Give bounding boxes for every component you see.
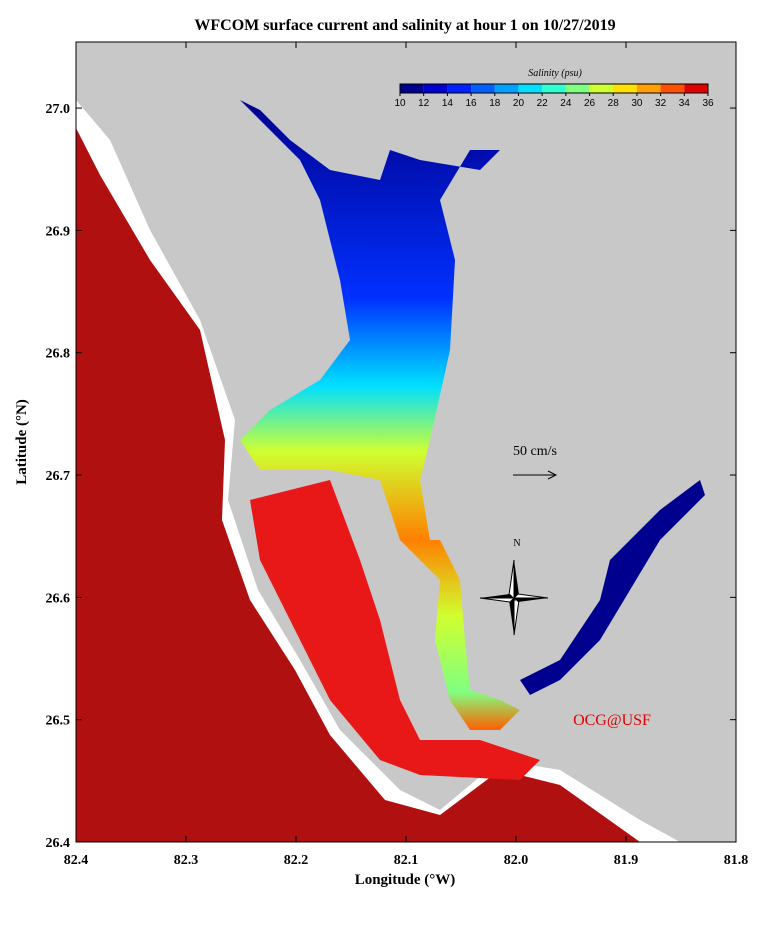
colorbar-segment xyxy=(542,84,566,93)
y-tick-label: 26.4 xyxy=(46,836,71,851)
colorbar-tick-label: 22 xyxy=(537,98,549,109)
colorbar-tick-label: 32 xyxy=(655,98,667,109)
colorbar-title: Salinity (psu) xyxy=(528,68,582,79)
y-tick-label: 27.0 xyxy=(46,102,71,117)
colorbar-tick-label: 26 xyxy=(584,98,596,109)
colorbar-tick-label: 18 xyxy=(489,98,501,109)
colorbar-tick-label: 34 xyxy=(679,98,691,109)
colorbar-segment xyxy=(494,84,519,93)
colorbar-segment xyxy=(400,84,424,93)
colorbar-tick-label: 20 xyxy=(513,98,525,109)
colorbar-tick-label: 28 xyxy=(608,98,620,109)
credit: OCG@USF xyxy=(573,712,651,729)
x-label: Longitude (°W) xyxy=(355,872,456,888)
scale-label: 50 cm/s xyxy=(513,444,557,459)
colorbar-segment xyxy=(684,84,708,93)
colorbar-tick-label: 16 xyxy=(466,98,478,109)
x-tick-label: 82.4 xyxy=(64,853,89,868)
y-tick-label: 26.8 xyxy=(46,347,71,362)
y-tick-label: 26.9 xyxy=(46,224,71,239)
x-tick-label: 81.8 xyxy=(724,853,749,868)
colorbar-segment xyxy=(589,84,614,93)
colorbar-frame xyxy=(399,83,709,94)
x-tick-label: 81.9 xyxy=(614,853,639,868)
compass xyxy=(479,559,549,636)
y-tick-label: 26.5 xyxy=(46,714,71,729)
y-label: Latitude (°N) xyxy=(14,399,30,485)
colorbar-tick-label: 36 xyxy=(702,98,714,109)
colorbar-tick-label: 30 xyxy=(631,98,643,109)
colorbar-segment xyxy=(471,84,495,93)
x-tick-label: 82.3 xyxy=(174,853,199,868)
x-tick-label: 82.0 xyxy=(504,853,529,868)
x-tick-label: 82.2 xyxy=(284,853,309,868)
colorbar-segment xyxy=(613,84,637,93)
pine-island-sound xyxy=(400,540,520,730)
caloosahatchee xyxy=(520,480,705,695)
title: WFCOM surface current and salinity at ho… xyxy=(194,17,615,34)
colorbar-tick-label: 14 xyxy=(442,98,454,109)
colorbar-segment xyxy=(636,84,661,93)
x-tick-label: 82.1 xyxy=(394,853,419,868)
colorbar-tick-label: 10 xyxy=(394,98,406,109)
scale-arrow-head xyxy=(547,470,558,480)
colorbar-segment xyxy=(518,84,543,93)
colorbar-tick-label: 12 xyxy=(418,98,430,109)
y-tick-label: 26.7 xyxy=(46,469,71,484)
colorbar-segment xyxy=(565,84,590,93)
estero-bay xyxy=(250,480,540,780)
north-label: N xyxy=(513,538,520,549)
colorbar-tick-label: 24 xyxy=(560,98,572,109)
gulf xyxy=(76,128,640,842)
colorbar-segment xyxy=(447,84,472,93)
y-tick-label: 26.6 xyxy=(46,591,71,606)
charlotte-harbor xyxy=(240,100,500,540)
colorbar-segment xyxy=(660,84,685,93)
colorbar-segment xyxy=(423,84,448,93)
